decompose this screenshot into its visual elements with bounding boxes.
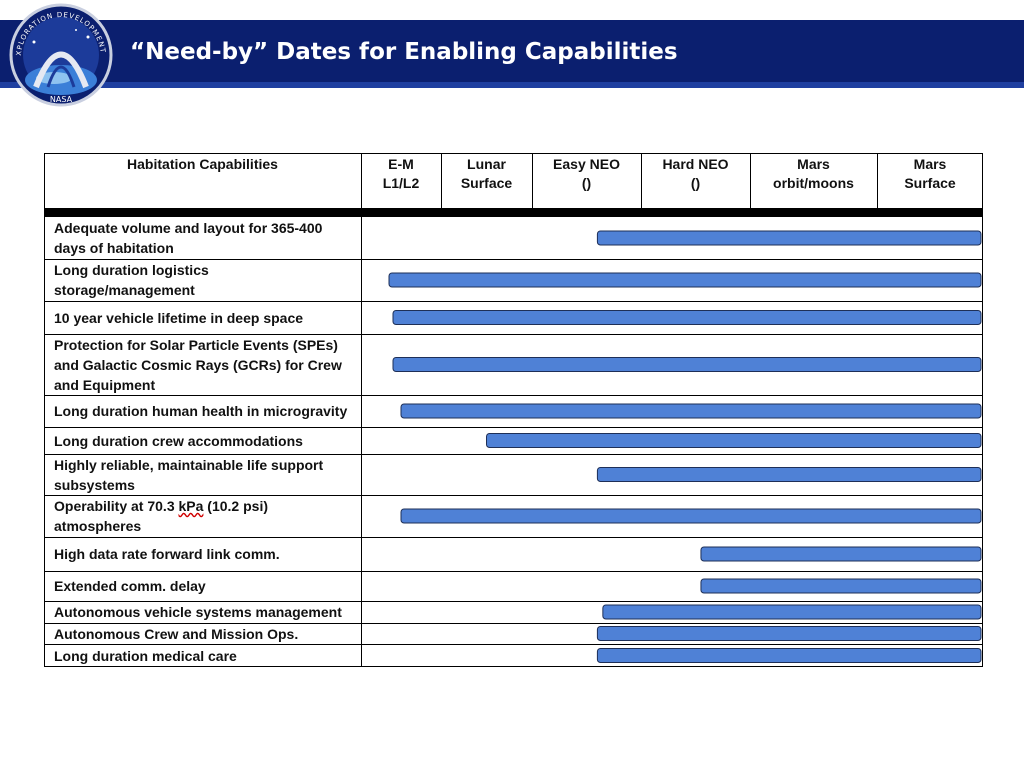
row-label-text: Adequate volume and layout for 365-400 da… <box>54 218 322 258</box>
row-label: 10 year vehicle lifetime in deep space <box>54 301 359 334</box>
row-label-text: Long duration logistics storage/managemen… <box>54 260 209 300</box>
row-label-line: Autonomous Crew and Mission Ops. <box>54 625 299 642</box>
row-label-line: High data rate forward link comm. <box>54 546 280 562</box>
column-header: E-M L1/L2 <box>361 155 441 193</box>
row-label-line: and Galactic Cosmic Rays (GCRs) for Crew <box>54 356 342 373</box>
row-label-line: atmospheres <box>54 518 142 534</box>
row-label-text: High data rate forward link comm. <box>54 544 280 564</box>
need-by-bar <box>392 357 982 372</box>
column-header-line: Easy NEO <box>553 156 620 172</box>
nasa-logo-icon: HUMAN EXPLORATION DEVELOPMENT SUPPORT NA… <box>6 2 113 107</box>
row-label-line: Operability at 70.3 kPa (10.2 psi) <box>54 498 269 514</box>
column-header-line: Lunar <box>467 156 506 172</box>
table-border <box>44 153 983 667</box>
row-label-text: Autonomous Crew and Mission Ops. <box>54 624 298 644</box>
row-label: Autonomous Crew and Mission Ops. <box>54 623 359 644</box>
row-label-text: Long duration medical care <box>54 646 237 666</box>
row-label: High data rate forward link comm. <box>54 537 359 571</box>
row-label-line: Adequate volume and layout for 365-400 <box>54 220 323 236</box>
row-label-text: Protection for Solar Particle Events (SP… <box>54 335 342 395</box>
need-by-bar <box>596 467 982 482</box>
row-label-line: 10 year vehicle lifetime in deep space <box>54 309 304 326</box>
need-by-bar <box>596 648 982 663</box>
row-label-line: days of habitation <box>54 240 174 256</box>
row-label-line: and Equipment <box>54 376 156 393</box>
header-bar <box>0 20 1024 88</box>
column-header: Hard NEO () <box>641 155 750 193</box>
row-label-line: Long duration human health in microgravi… <box>54 403 348 419</box>
need-by-bar <box>596 626 982 641</box>
row-label-line: Autonomous vehicle systems management <box>54 604 342 620</box>
row-label-line: Extended comm. delay <box>54 578 206 594</box>
row-label-text: Autonomous vehicle systems management <box>54 602 342 622</box>
row-label-text: Long duration human health in microgravi… <box>54 401 347 421</box>
column-header: Mars Surface <box>877 155 983 193</box>
row-label-line: subsystems <box>54 476 135 493</box>
row-label-line: Long duration medical care <box>54 647 237 664</box>
column-header: Easy NEO () <box>532 155 641 193</box>
need-by-gantt-chart: Habitation Capabilities E-M L1/L2 Lunar Surf… <box>44 153 983 667</box>
need-by-bar <box>700 546 982 562</box>
row-label: Autonomous vehicle systems management <box>54 601 359 623</box>
column-header-line: E-M <box>388 156 414 172</box>
need-by-bar <box>400 403 982 419</box>
row-label-line: Protection for Solar Particle Events (SP… <box>54 336 338 353</box>
column-header-line: Mars <box>797 156 830 172</box>
column-header-line: Surface <box>904 175 956 191</box>
column-header-line: () <box>690 175 701 191</box>
column-header-line: () <box>581 175 592 191</box>
row-label: Long duration human health in microgravi… <box>54 395 359 427</box>
need-by-bar <box>700 578 982 594</box>
nasa-logo: HUMAN EXPLORATION DEVELOPMENT SUPPORT NA… <box>6 2 116 108</box>
svg-text:NASA: NASA <box>50 95 73 104</box>
page-title: “Need-by” Dates for Enabling Capabilitie… <box>130 39 678 65</box>
column-header: Mars orbit/moons <box>750 155 877 193</box>
row-label-line: Highly reliable, maintainable life suppo… <box>54 456 324 473</box>
row-label-text: Operability at 70.3 kPa (10.2 psi) atmosp… <box>54 496 268 536</box>
column-header-line: Hard NEO <box>662 156 729 172</box>
header-separator <box>44 208 983 217</box>
row-label-line: Long duration logistics <box>54 262 209 278</box>
row-label: Highly reliable, maintainable life suppo… <box>54 454 359 495</box>
row-label-text: 10 year vehicle lifetime in deep space <box>54 308 303 328</box>
need-by-bar <box>388 272 982 288</box>
column-header: Lunar Surface <box>441 155 532 193</box>
row-header-label: Habitation Capabilities <box>127 156 278 172</box>
need-by-bar <box>602 604 982 620</box>
need-by-bar <box>486 433 982 448</box>
row-label: Long duration medical care <box>54 644 359 667</box>
row-label-line: storage/management <box>54 282 195 298</box>
row-label-line: Long duration crew accommodations <box>54 432 303 449</box>
spellcheck-underline: kPa <box>178 498 204 514</box>
row-label-text: Highly reliable, maintainable life suppo… <box>54 455 323 495</box>
row-label: Adequate volume and layout for 365-400 da… <box>54 217 359 259</box>
row-label: Protection for Solar Particle Events (SP… <box>54 334 359 395</box>
row-label: Operability at 70.3 kPa (10.2 psi) atmosp… <box>54 495 359 537</box>
column-header-line: orbit/moons <box>773 175 854 191</box>
row-label: Extended comm. delay <box>54 571 359 601</box>
column-header-line: Surface <box>460 175 513 191</box>
column-header-line: Mars <box>913 156 947 172</box>
need-by-bar <box>596 230 982 246</box>
need-by-bar <box>392 310 982 325</box>
column-header-line: L1/L2 <box>382 175 420 191</box>
row-label: Long duration crew accommodations <box>54 427 359 454</box>
chart-svg <box>44 153 983 667</box>
row-label-text: Long duration crew accommodations <box>54 431 303 451</box>
need-by-bar <box>400 508 982 524</box>
row-label-text: Extended comm. delay <box>54 576 206 596</box>
row-label: Long duration logistics storage/managemen… <box>54 259 359 301</box>
